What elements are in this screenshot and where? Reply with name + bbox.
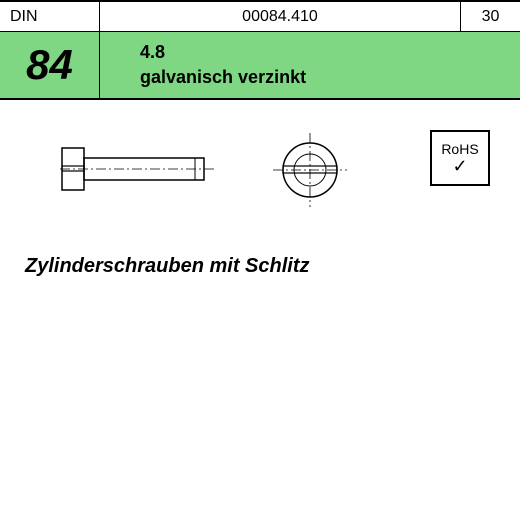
spec-details: 4.8 galvanisch verzinkt	[100, 32, 520, 98]
din-number: 84	[26, 41, 73, 89]
rohs-badge: RoHS ✓	[430, 130, 490, 186]
header-row: DIN 00084.410 30	[0, 0, 520, 32]
product-code: 00084.410	[100, 8, 460, 26]
screw-side-view	[60, 140, 220, 205]
screw-side-svg	[60, 140, 220, 200]
screw-top-svg	[270, 130, 360, 220]
standard-label: DIN	[0, 2, 100, 31]
din-number-cell: 84	[0, 32, 100, 98]
spec-row: 84 4.8 galvanisch verzinkt	[0, 32, 520, 100]
diagram-area: RoHS ✓	[0, 100, 520, 250]
finish-text: galvanisch verzinkt	[140, 65, 520, 90]
grade-text: 4.8	[140, 40, 520, 65]
rohs-check-icon: ✓	[452, 157, 467, 175]
page-number: 30	[460, 2, 520, 31]
product-title: Zylinderschrauben mit Schlitz	[25, 255, 310, 278]
rohs-label: RoHS	[441, 141, 478, 157]
screw-top-view	[270, 130, 360, 225]
